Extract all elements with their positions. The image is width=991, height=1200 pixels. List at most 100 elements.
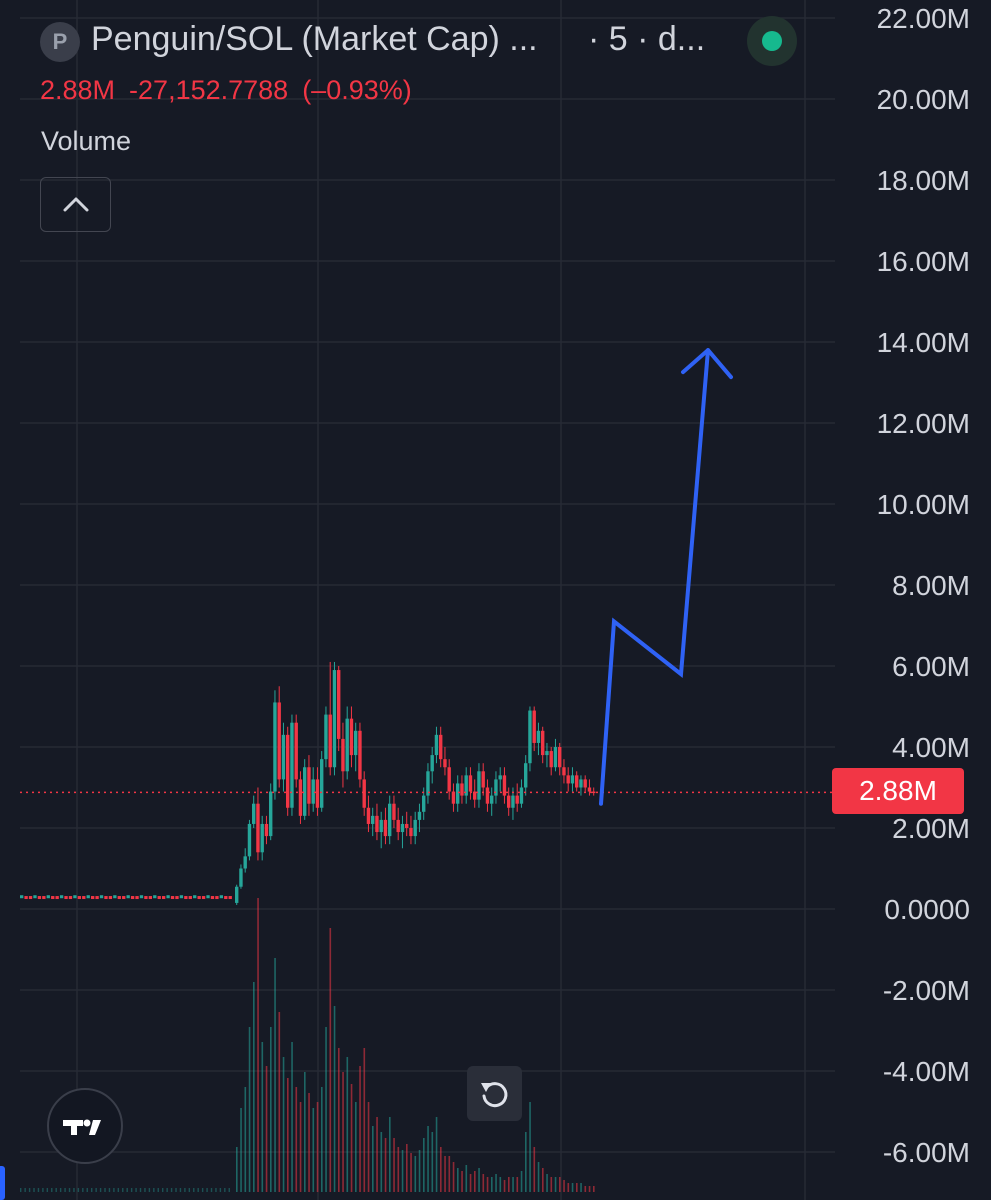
volume-bar xyxy=(135,1188,137,1192)
flat-candle xyxy=(144,896,148,900)
volume-bar xyxy=(108,1188,111,1192)
volume-legend[interactable]: Volume xyxy=(41,126,132,156)
candle-body xyxy=(447,767,451,792)
flat-candle xyxy=(224,896,228,900)
rotate-ccw-icon xyxy=(481,1082,508,1108)
flat-candle xyxy=(86,895,90,899)
volume-bar xyxy=(359,1066,361,1192)
volume-bar xyxy=(20,1188,22,1192)
volume-bar xyxy=(448,1156,451,1192)
volume-bar xyxy=(148,1188,151,1192)
volume-bar xyxy=(550,1177,553,1192)
volume-bar xyxy=(291,1042,293,1192)
candle-body xyxy=(443,759,447,768)
flat-candle xyxy=(166,895,170,899)
volume-bar xyxy=(197,1188,199,1192)
flat-candle xyxy=(188,896,192,900)
y-axis-tick-label: 20.00M xyxy=(877,84,970,115)
candle-body xyxy=(417,811,422,820)
flat-candle xyxy=(162,896,166,900)
interval-label[interactable]: · 5 · d... xyxy=(588,20,706,58)
flat-candle xyxy=(157,896,161,900)
volume-bar xyxy=(503,1180,506,1192)
volume-bar xyxy=(157,1188,159,1192)
candle-body xyxy=(392,803,396,820)
price-change-percent: (–0.93%) xyxy=(302,75,412,105)
flat-candle xyxy=(64,896,68,900)
flat-candle xyxy=(122,896,126,900)
volume-bar xyxy=(130,1188,133,1192)
volume-bar xyxy=(533,1147,536,1192)
volume-bar xyxy=(584,1186,587,1192)
flat-candle xyxy=(117,896,121,900)
candle-body xyxy=(549,751,553,768)
y-axis-tick-label: 6.00M xyxy=(892,651,970,682)
flat-candle xyxy=(126,895,130,899)
y-axis-tick-label: -6.00M xyxy=(883,1137,970,1168)
y-axis-tick-label: 16.00M xyxy=(877,246,970,277)
volume-bar xyxy=(73,1188,75,1192)
volume-bar xyxy=(427,1126,429,1192)
volume-bar xyxy=(228,1188,230,1192)
candle-body xyxy=(239,868,243,887)
volume-bar xyxy=(546,1174,548,1192)
volume-bar xyxy=(482,1174,485,1192)
flat-candle xyxy=(24,896,28,900)
candle-body xyxy=(354,730,358,756)
volume-bar xyxy=(410,1153,412,1192)
candle-body xyxy=(362,779,366,808)
volume-bar xyxy=(139,1188,142,1192)
symbol-logo-icon[interactable]: P xyxy=(40,22,80,62)
volume-bar xyxy=(299,1102,302,1192)
volume-bar xyxy=(321,1087,323,1192)
volume-bar xyxy=(219,1188,222,1192)
candle-body xyxy=(464,775,468,796)
candle-body xyxy=(511,795,515,808)
flat-candle xyxy=(37,896,42,900)
flat-candle xyxy=(210,896,215,900)
candle-body xyxy=(375,815,379,833)
candle-body xyxy=(358,730,362,780)
candle-body xyxy=(587,787,592,792)
volume-bar xyxy=(24,1188,26,1192)
candle-body xyxy=(426,771,430,796)
volume-bar xyxy=(495,1174,497,1192)
flat-candle xyxy=(135,896,139,900)
flat-candle xyxy=(73,895,77,899)
volume-bar xyxy=(461,1171,463,1192)
volume-bar xyxy=(325,1027,327,1192)
y-axis-tick-label: 0.0000 xyxy=(884,894,970,925)
flat-candle xyxy=(28,896,33,900)
volume-bar xyxy=(384,1138,387,1192)
tradingview-logo-icon[interactable] xyxy=(47,1088,123,1164)
collapse-legend-button[interactable] xyxy=(40,177,111,232)
market-status-button[interactable] xyxy=(747,16,797,66)
volume-bar xyxy=(270,1027,272,1192)
volume-bar xyxy=(308,1093,310,1192)
volume-bar xyxy=(82,1188,84,1192)
candle-body xyxy=(536,730,541,743)
volume-bar xyxy=(372,1126,374,1192)
flat-candle xyxy=(51,896,55,900)
volume-bar xyxy=(537,1162,540,1192)
flat-candle xyxy=(215,896,219,900)
volume-bar xyxy=(210,1188,213,1192)
candle-body xyxy=(413,819,417,837)
volume-bar xyxy=(193,1188,195,1192)
candle-body xyxy=(371,815,375,824)
candle-body xyxy=(273,702,277,792)
flat-candle xyxy=(42,896,46,900)
flat-candle xyxy=(20,895,24,899)
candle-body xyxy=(405,823,409,828)
candle-body xyxy=(473,791,477,800)
candle-body xyxy=(324,714,328,760)
volume-bar xyxy=(529,1102,531,1192)
candle-body xyxy=(311,779,315,804)
candle-body xyxy=(490,795,494,804)
candle-body xyxy=(298,779,303,816)
reset-chart-button[interactable] xyxy=(467,1066,522,1121)
chart-title[interactable]: Penguin/SOL (Market Cap) ... xyxy=(91,20,538,58)
flat-candle xyxy=(55,896,59,900)
drawing-tool-handle[interactable] xyxy=(0,1166,5,1200)
